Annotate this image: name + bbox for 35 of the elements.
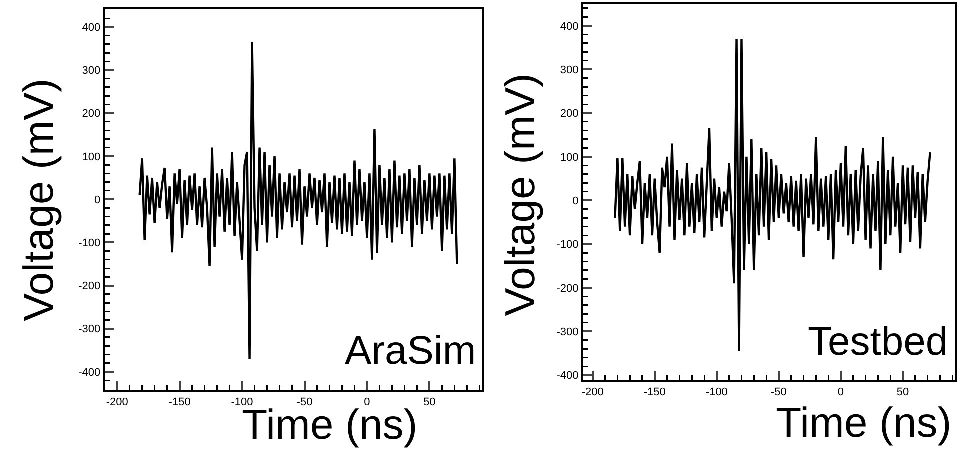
y-tick-label: -400 [78,366,101,379]
x-tick-label: -150 [168,396,191,408]
y-tick-label: -300 [78,324,101,336]
y-tick-label: 100 [82,151,101,164]
x-tick-label: -50 [771,386,787,398]
x-tick-label: 0 [838,386,844,398]
y-tick-label: -100 [556,239,579,252]
x-tick-label: -100 [231,396,254,408]
y-tick-label: -100 [78,238,101,250]
y-tick-label: 400 [82,22,101,34]
y-tick-label: 200 [560,108,579,120]
y-axis-title: Voltage (mV) [14,78,62,322]
annotation: Testbed [808,320,948,364]
x-axis-title: Time (ns) [776,399,952,446]
y-tick-label: 200 [82,108,101,120]
y-tick-label: 300 [560,64,579,76]
x-tick-label: -200 [582,386,604,398]
x-tick-label: -150 [644,386,666,398]
x-tick-label: 50 [424,396,436,408]
y-tick-label: 0 [94,194,101,206]
x-tick-label: 50 [896,386,910,398]
y-tick-label: 400 [560,20,579,33]
x-tick-label: 0 [364,396,370,408]
x-tick-label: -50 [296,396,313,408]
x-tick-label: -200 [106,396,128,408]
y-axis-title: Voltage (mV) [496,73,544,316]
x-tick-label: -100 [706,386,728,398]
y-tick-label: -400 [556,370,579,382]
y-tick-label: -300 [556,326,579,338]
y-tick-label: 300 [82,65,101,78]
y-tick-label: 100 [560,152,579,164]
y-tick-label: 0 [572,195,579,208]
y-tick-label: -200 [556,282,579,295]
annotation: AraSim [345,329,476,373]
y-tick-label: -200 [78,280,101,293]
